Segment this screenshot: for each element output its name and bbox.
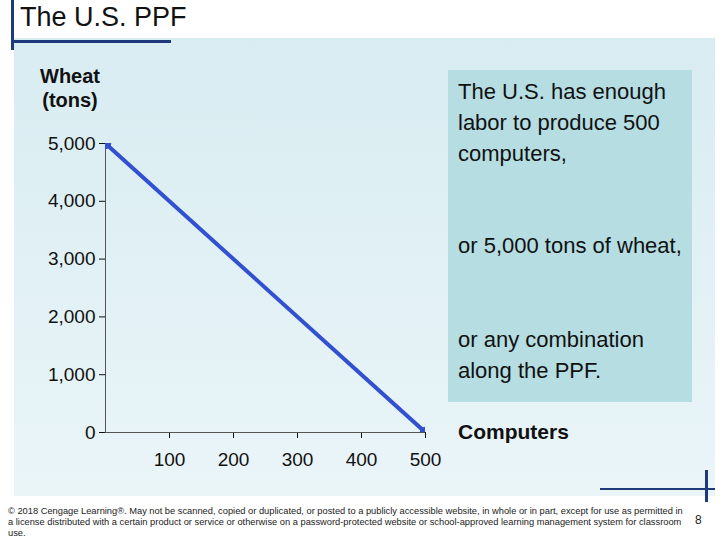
svg-text:500: 500 xyxy=(410,449,442,470)
svg-text:0: 0 xyxy=(85,422,96,443)
html-text:Wheat (tons): Wheat (tons) xyxy=(40,65,100,111)
html-text:© 2018 Cengage Learning®. May: © 2018 Cengage Learning®. May not be sca… xyxy=(8,506,683,538)
svg-text:4,000: 4,000 xyxy=(48,190,96,211)
html-text:or any combination along the P: or any combination along the PPF. xyxy=(458,327,644,383)
html-text:The U.S. has enough labor to p: The U.S. has enough labor to produce 500… xyxy=(458,79,666,166)
svg-text:2,000: 2,000 xyxy=(48,306,96,327)
html-text:or 5,000 tons of wheat,: or 5,000 tons of wheat, xyxy=(458,233,682,258)
svg-text:200: 200 xyxy=(218,449,250,470)
svg-text:400: 400 xyxy=(346,449,378,470)
html-text:8: 8 xyxy=(695,513,702,527)
svg-text:5,000: 5,000 xyxy=(48,133,96,154)
html-text:The U.S. PPF: The U.S. PPF xyxy=(20,2,187,32)
svg-text:100: 100 xyxy=(154,449,186,470)
svg-text:1,000: 1,000 xyxy=(48,364,96,385)
svg-text:3,000: 3,000 xyxy=(48,248,96,269)
svg-text:300: 300 xyxy=(282,449,314,470)
html-text:Computers: Computers xyxy=(458,420,569,443)
